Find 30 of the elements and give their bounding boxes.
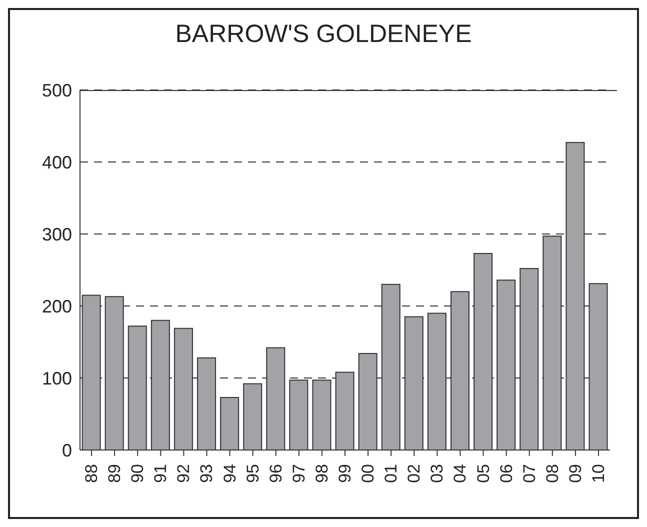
x-tick-label: 09 (566, 464, 585, 483)
x-tick-label: 05 (474, 464, 493, 483)
x-tick-label: 00 (358, 464, 378, 483)
x-tick-label: 10 (588, 464, 608, 483)
y-tick-label: 100 (42, 368, 72, 388)
y-tick-label: 0 (62, 440, 72, 460)
x-tick-label: 96 (266, 464, 286, 483)
x-tick-label: 98 (312, 464, 332, 483)
x-tick-label: 97 (289, 464, 308, 483)
x-tick-label: 88 (82, 464, 102, 483)
x-tick-label: 91 (151, 464, 170, 483)
x-tick-label: 94 (220, 464, 240, 483)
x-tick-label: 04 (450, 464, 470, 483)
x-tick-label: 08 (542, 464, 562, 483)
x-tick-label: 95 (243, 464, 262, 483)
x-tick-label: 93 (197, 464, 216, 483)
y-tick-label: 200 (42, 296, 72, 316)
x-tick-label: 90 (128, 464, 148, 483)
y-tick-label: 500 (42, 80, 72, 100)
x-tick-label: 06 (496, 464, 516, 483)
y-tick-label: 300 (42, 224, 72, 244)
x-tick-label: 92 (174, 464, 194, 483)
x-tick-label: 01 (382, 464, 401, 483)
x-tick-label: 02 (404, 464, 424, 483)
x-tick-label: 07 (520, 464, 539, 483)
y-tick-label: 400 (42, 152, 72, 172)
x-tick-label: 89 (105, 464, 124, 483)
x-tick-label: 99 (336, 464, 354, 483)
x-tick-label: 03 (428, 464, 447, 483)
chart-title: BARROW'S GOLDENEYE (174, 20, 473, 49)
